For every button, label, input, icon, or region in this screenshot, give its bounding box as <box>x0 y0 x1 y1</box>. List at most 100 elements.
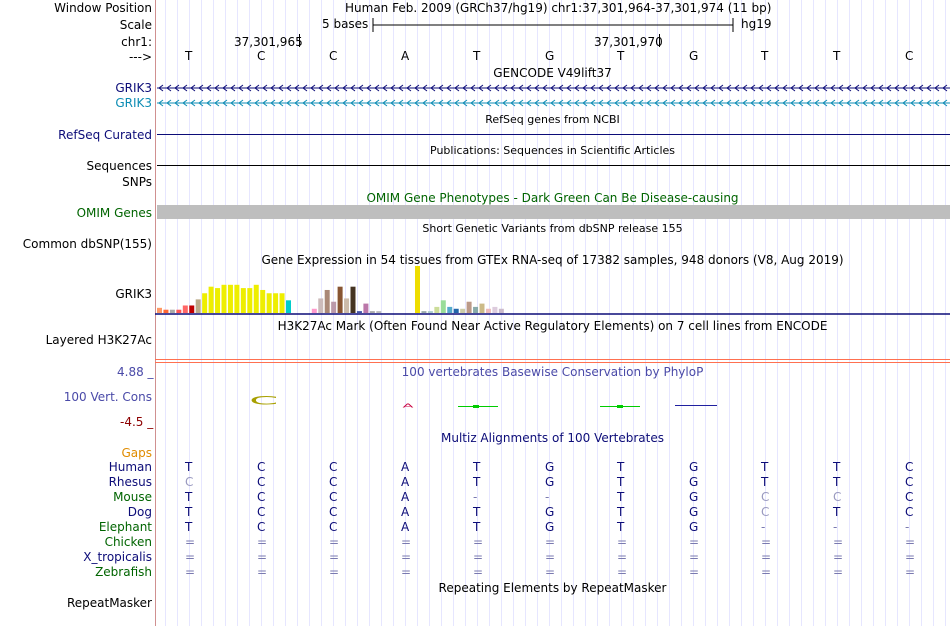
alignment-base: C <box>329 490 338 504</box>
gtex-tissue-bar[interactable] <box>369 311 375 313</box>
gtex-expression-chart[interactable] <box>155 266 950 316</box>
gtex-tissue-bar[interactable] <box>189 305 195 313</box>
strand-chevron <box>214 99 220 107</box>
alignment-base: C <box>257 460 266 474</box>
strand-chevron <box>414 84 420 92</box>
gtex-tissue-bar[interactable] <box>311 308 317 313</box>
gtex-tissue-bar[interactable] <box>279 293 285 313</box>
gtex-tissue-bar[interactable] <box>260 289 266 313</box>
gtex-tissue-bar[interactable] <box>363 303 369 313</box>
gtex-tissue-bar[interactable] <box>318 298 324 313</box>
refseq-track-label[interactable]: RefSeq Curated <box>58 128 152 142</box>
gtex-tissue-bar[interactable] <box>324 289 330 313</box>
gtex-tissue-bar[interactable] <box>415 266 420 313</box>
gtex-tissue-bar[interactable] <box>460 308 466 313</box>
gtex-tissue-bar[interactable] <box>498 308 504 313</box>
strand-chevron <box>382 99 388 107</box>
species-label[interactable]: Chicken <box>104 535 152 549</box>
species-label[interactable]: Rhesus <box>108 475 152 489</box>
gtex-tissue-bar[interactable] <box>473 306 479 313</box>
gtex-tissue-bar[interactable] <box>492 306 498 313</box>
species-label[interactable]: Dog <box>127 505 152 519</box>
gtex-tissue-bar[interactable] <box>266 293 272 313</box>
h3k27ac-track-label[interactable]: Layered H3K27Ac <box>45 333 152 347</box>
gencode-transcript-2[interactable] <box>157 99 950 107</box>
omim-phenotype-bar[interactable] <box>157 205 950 219</box>
gtex-tissue-bar[interactable] <box>485 308 491 313</box>
gencode-gene-label-2[interactable]: GRIK3 <box>115 96 152 110</box>
phylop-conservation-logo[interactable]: C A <box>155 385 950 425</box>
gtex-tissue-bar[interactable] <box>182 305 188 313</box>
gtex-tissue-bar[interactable] <box>350 286 356 313</box>
alignment-base: T <box>617 490 625 504</box>
gtex-tissue-bar[interactable] <box>202 293 208 313</box>
gtex-tissue-bar[interactable] <box>286 300 291 313</box>
publications-track-label[interactable]: Sequences <box>86 159 152 173</box>
repeatmasker-track-label[interactable]: RepeatMasker <box>66 596 152 610</box>
alignment-base: C <box>905 475 914 489</box>
gtex-tissue-bar[interactable] <box>169 309 175 313</box>
gtex-tissue-bar[interactable] <box>479 303 485 313</box>
strand-chevron <box>750 99 756 107</box>
gtex-tissue-bar[interactable] <box>337 286 343 313</box>
gtex-tissue-bar[interactable] <box>240 288 246 313</box>
species-label[interactable]: Mouse <box>113 490 152 504</box>
gtex-tissue-bar[interactable] <box>253 284 259 313</box>
phylop-mark-t-core <box>473 405 479 408</box>
gtex-tissue-bar[interactable] <box>447 306 453 313</box>
gencode-gene-label-1[interactable]: GRIK3 <box>115 81 152 95</box>
omim-track-label[interactable]: OMIM Genes <box>76 206 152 220</box>
alignment-base: = <box>689 565 700 579</box>
reference-base: A <box>401 49 410 63</box>
gtex-track-label[interactable]: GRIK3 <box>115 287 152 301</box>
gtex-tissue-bar[interactable] <box>344 298 350 313</box>
gencode-transcript-1[interactable] <box>157 84 950 92</box>
gtex-tissue-bar[interactable] <box>195 299 201 313</box>
refseq-gene-line[interactable] <box>157 134 950 135</box>
gtex-tissue-bar[interactable] <box>427 311 433 313</box>
phylop-track-label[interactable]: 100 Vert. Cons <box>63 390 152 404</box>
alignment-base: = <box>545 565 556 579</box>
gtex-tissue-bar[interactable] <box>221 284 227 313</box>
strand-chevron <box>254 99 260 107</box>
gtex-tissue-bar[interactable] <box>247 288 253 313</box>
species-label[interactable]: Human <box>108 460 152 474</box>
gtex-tissue-bar[interactable] <box>176 309 182 313</box>
gtex-tissue-bar[interactable] <box>376 311 382 313</box>
species-label[interactable]: Elephant <box>98 520 152 534</box>
strand-chevron <box>638 99 644 107</box>
species-label[interactable]: Zebrafish <box>95 565 152 579</box>
alignment-base: = <box>833 565 844 579</box>
dbsnp-track-label[interactable]: Common dbSNP(155) <box>22 237 152 251</box>
gtex-tissue-bar[interactable] <box>234 284 240 313</box>
strand-chevron <box>822 84 828 92</box>
strand-chevron <box>334 99 340 107</box>
strand-chevron <box>358 99 364 107</box>
gtex-tissue-bar[interactable] <box>421 311 427 313</box>
gtex-tissue-bar[interactable] <box>163 309 169 313</box>
publications-track-title: Publications: Sequences in Scientific Ar… <box>430 144 675 157</box>
strand-chevron <box>878 99 884 107</box>
gtex-tissue-bar[interactable] <box>466 301 472 313</box>
gtex-tissue-bar[interactable] <box>208 286 214 313</box>
publications-sequence-line[interactable] <box>157 165 950 166</box>
species-label[interactable]: X_tropicalis <box>83 550 152 564</box>
strand-chevron <box>926 84 932 92</box>
strand-chevron <box>534 99 540 107</box>
gtex-tissue-bar[interactable] <box>215 288 221 313</box>
strand-chevron <box>182 99 188 107</box>
snps-track-label[interactable]: SNPs <box>122 175 152 189</box>
gtex-tissue-bar[interactable] <box>356 311 362 313</box>
gencode-gene-lines[interactable] <box>155 80 950 110</box>
gtex-tissue-bar[interactable] <box>273 293 279 313</box>
gtex-tissue-bar[interactable] <box>157 307 162 313</box>
gtex-tissue-bar[interactable] <box>453 308 459 313</box>
gtex-tissue-bar[interactable] <box>440 300 446 313</box>
strand-chevron <box>742 99 748 107</box>
gtex-tissue-bar[interactable] <box>331 301 337 313</box>
strand-chevron <box>766 99 772 107</box>
alignment-base: A <box>401 520 410 534</box>
gtex-tissue-bar[interactable] <box>227 284 233 313</box>
gtex-tissue-bar[interactable] <box>434 306 440 313</box>
